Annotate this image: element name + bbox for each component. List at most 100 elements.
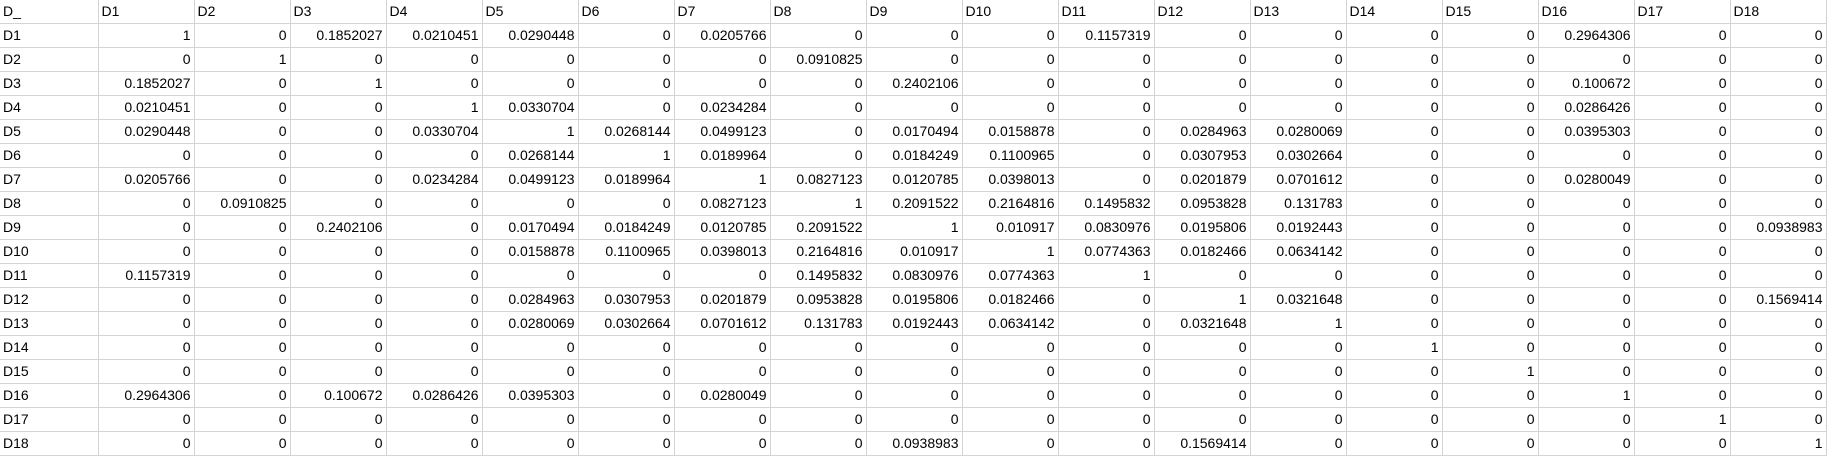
matrix-cell[interactable]: 0: [1442, 47, 1539, 72]
column-header-cell[interactable]: D8: [770, 0, 867, 24]
matrix-cell[interactable]: 0.0205766: [98, 167, 195, 192]
row-label-cell[interactable]: D9: [0, 215, 99, 240]
matrix-cell[interactable]: 0: [194, 383, 291, 408]
matrix-cell[interactable]: 0: [194, 311, 291, 336]
row-label-cell[interactable]: D2: [0, 47, 99, 72]
matrix-cell[interactable]: 0.0302664: [1250, 143, 1347, 168]
matrix-cell[interactable]: 0: [194, 407, 291, 432]
matrix-cell[interactable]: 0.1852027: [98, 71, 195, 96]
matrix-cell[interactable]: 0: [1730, 311, 1827, 336]
matrix-cell[interactable]: 0: [1538, 191, 1635, 216]
matrix-cell[interactable]: 0: [194, 143, 291, 168]
matrix-cell[interactable]: 0: [194, 167, 291, 192]
matrix-cell[interactable]: 1: [962, 239, 1059, 264]
matrix-cell[interactable]: 0: [1346, 311, 1443, 336]
matrix-cell[interactable]: 0: [194, 23, 291, 48]
column-header-cell[interactable]: D7: [674, 0, 771, 24]
matrix-cell[interactable]: 0: [194, 287, 291, 312]
column-header-cell[interactable]: D3: [290, 0, 387, 24]
matrix-cell[interactable]: 1: [1634, 407, 1731, 432]
matrix-cell[interactable]: 0: [290, 287, 387, 312]
column-header-cell[interactable]: D16: [1538, 0, 1635, 24]
matrix-cell[interactable]: 0: [290, 311, 387, 336]
matrix-cell[interactable]: 0.0205766: [674, 23, 771, 48]
matrix-cell[interactable]: 0.0158878: [962, 119, 1059, 144]
matrix-cell[interactable]: 1: [866, 215, 963, 240]
row-label-cell[interactable]: D13: [0, 311, 99, 336]
row-label-cell[interactable]: D11: [0, 263, 99, 288]
matrix-cell[interactable]: 0: [866, 47, 963, 72]
matrix-cell[interactable]: 0: [866, 335, 963, 360]
matrix-cell[interactable]: 0.0286426: [386, 383, 483, 408]
matrix-cell[interactable]: 1: [674, 167, 771, 192]
matrix-cell[interactable]: 0: [962, 23, 1059, 48]
matrix-cell[interactable]: 0.010917: [962, 215, 1059, 240]
matrix-cell[interactable]: 0: [1058, 95, 1155, 120]
matrix-cell[interactable]: 0: [1538, 335, 1635, 360]
matrix-cell[interactable]: 0.0210451: [386, 23, 483, 48]
matrix-cell[interactable]: 0: [962, 383, 1059, 408]
matrix-cell[interactable]: 0: [290, 263, 387, 288]
matrix-cell[interactable]: 0: [1634, 23, 1731, 48]
matrix-cell[interactable]: 0: [1250, 47, 1347, 72]
matrix-cell[interactable]: 0: [674, 71, 771, 96]
matrix-cell[interactable]: 0: [674, 263, 771, 288]
matrix-cell[interactable]: 0: [962, 95, 1059, 120]
matrix-cell[interactable]: 0: [1058, 335, 1155, 360]
matrix-cell[interactable]: 0: [1058, 383, 1155, 408]
matrix-cell[interactable]: 0.0398013: [962, 167, 1059, 192]
matrix-cell[interactable]: 0: [1634, 263, 1731, 288]
matrix-cell[interactable]: 0: [1634, 95, 1731, 120]
matrix-cell[interactable]: 0.0398013: [674, 239, 771, 264]
matrix-cell[interactable]: 0: [1442, 383, 1539, 408]
matrix-cell[interactable]: 0: [866, 383, 963, 408]
matrix-cell[interactable]: 0: [1730, 47, 1827, 72]
matrix-cell[interactable]: 0: [1634, 71, 1731, 96]
matrix-cell[interactable]: 0: [194, 263, 291, 288]
matrix-cell[interactable]: 0.0774363: [1058, 239, 1155, 264]
matrix-cell[interactable]: 0: [674, 359, 771, 384]
matrix-cell[interactable]: 0.0234284: [386, 167, 483, 192]
matrix-cell[interactable]: 0: [1730, 407, 1827, 432]
matrix-cell[interactable]: 0: [674, 407, 771, 432]
matrix-cell[interactable]: 0: [1442, 431, 1539, 456]
matrix-cell[interactable]: 0: [770, 119, 867, 144]
matrix-cell[interactable]: 0: [290, 167, 387, 192]
matrix-cell[interactable]: 0.2964306: [98, 383, 195, 408]
matrix-cell[interactable]: 0: [482, 191, 579, 216]
matrix-cell[interactable]: 0.0170494: [866, 119, 963, 144]
matrix-cell[interactable]: 0: [1058, 119, 1155, 144]
matrix-cell[interactable]: 0: [98, 47, 195, 72]
matrix-cell[interactable]: 1: [98, 23, 195, 48]
column-header-cell[interactable]: D1: [98, 0, 195, 24]
matrix-cell[interactable]: 0.0307953: [578, 287, 675, 312]
matrix-cell[interactable]: 0: [1154, 335, 1251, 360]
matrix-cell[interactable]: 0: [98, 143, 195, 168]
matrix-cell[interactable]: 0: [578, 407, 675, 432]
row-label-cell[interactable]: D16: [0, 383, 99, 408]
matrix-cell[interactable]: 0: [1058, 47, 1155, 72]
row-label-cell[interactable]: D14: [0, 335, 99, 360]
matrix-cell[interactable]: 0: [386, 143, 483, 168]
matrix-cell[interactable]: 0: [194, 335, 291, 360]
matrix-cell[interactable]: 0: [1346, 431, 1443, 456]
matrix-cell[interactable]: 0.0321648: [1250, 287, 1347, 312]
matrix-cell[interactable]: 0: [482, 359, 579, 384]
matrix-cell[interactable]: 0: [962, 47, 1059, 72]
matrix-cell[interactable]: 0: [194, 119, 291, 144]
row-label-cell[interactable]: D7: [0, 167, 99, 192]
matrix-cell[interactable]: 0: [386, 263, 483, 288]
matrix-cell[interactable]: 0.0830976: [866, 263, 963, 288]
matrix-cell[interactable]: 0: [1154, 23, 1251, 48]
matrix-cell[interactable]: 0: [386, 71, 483, 96]
matrix-cell[interactable]: 0: [1538, 407, 1635, 432]
matrix-cell[interactable]: 0: [1634, 191, 1731, 216]
matrix-cell[interactable]: 0.2964306: [1538, 23, 1635, 48]
column-header-cell[interactable]: D17: [1634, 0, 1731, 24]
matrix-cell[interactable]: 0: [1346, 23, 1443, 48]
matrix-cell[interactable]: 0: [482, 71, 579, 96]
matrix-cell[interactable]: 0: [578, 23, 675, 48]
matrix-cell[interactable]: 0: [1634, 335, 1731, 360]
matrix-cell[interactable]: 0.2402106: [866, 71, 963, 96]
matrix-cell[interactable]: 0.0184249: [866, 143, 963, 168]
